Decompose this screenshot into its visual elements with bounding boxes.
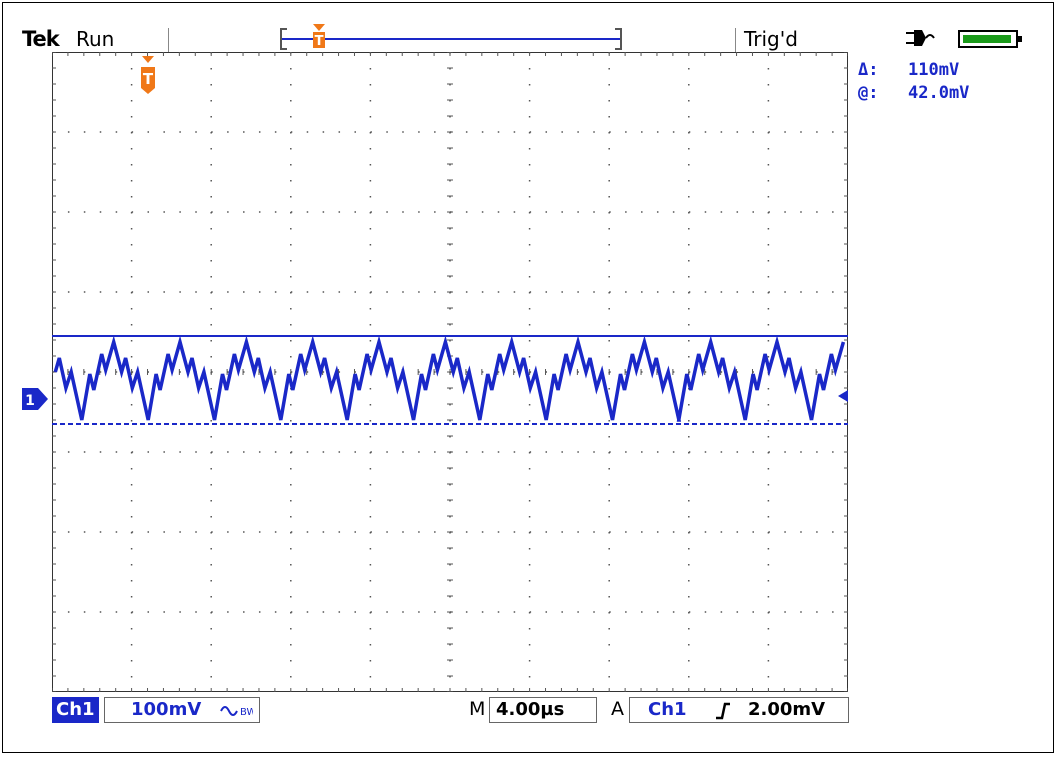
ac-power-icon	[906, 30, 935, 46]
trigger-mode: A	[611, 698, 624, 720]
trigger-settings-box[interactable]: Ch1 2.00mV	[629, 697, 849, 723]
run-status: Run	[76, 27, 115, 51]
rising-edge-icon	[716, 702, 730, 720]
trigger-position-label: T	[315, 34, 324, 49]
delta-label: Δ:	[858, 60, 879, 80]
ch1-waveform	[53, 335, 846, 422]
bandwidth-limit-icon: BW	[220, 706, 253, 718]
trigger-source: Ch1	[648, 699, 687, 720]
svg-text:BW: BW	[240, 707, 253, 718]
header-divider	[168, 28, 169, 52]
time-prefix: M	[469, 698, 486, 720]
record-bracket-left	[280, 28, 287, 50]
trigger-marker-label: T	[143, 70, 154, 88]
volts-per-div: 100mV	[131, 699, 202, 720]
scope-graticule	[52, 52, 848, 692]
cursor-readout: @: 42.0mV	[858, 83, 969, 103]
channel-badge[interactable]: Ch1	[52, 697, 99, 723]
record-position-bar	[282, 38, 622, 40]
trig-divider	[735, 28, 736, 52]
cursor-lines	[52, 335, 848, 425]
cursor-value: 42.0mV	[908, 83, 970, 103]
brand-logo: Tek	[22, 27, 60, 51]
trigger-level: 2.00mV	[748, 699, 826, 720]
trigger-status: Trig'd	[744, 27, 798, 51]
channel1-marker-icon: 1	[22, 388, 48, 410]
time-per-div-box[interactable]: 4.00µs	[489, 697, 597, 723]
trigger-level-marker	[838, 390, 848, 402]
cursor-label: @:	[858, 83, 879, 103]
channel1-marker-label: 1	[25, 393, 35, 409]
record-bracket-right	[615, 28, 622, 50]
time-per-div: 4.00µs	[496, 699, 565, 720]
trigger-position-icon: T	[313, 24, 325, 49]
trigger-marker-icon: T	[141, 56, 155, 94]
volts-per-div-box[interactable]: 100mV BW	[104, 697, 260, 723]
battery-icon	[958, 30, 1022, 48]
delta-value: 110mV	[908, 60, 960, 80]
delta-readout: Δ: 110mV	[858, 60, 959, 80]
